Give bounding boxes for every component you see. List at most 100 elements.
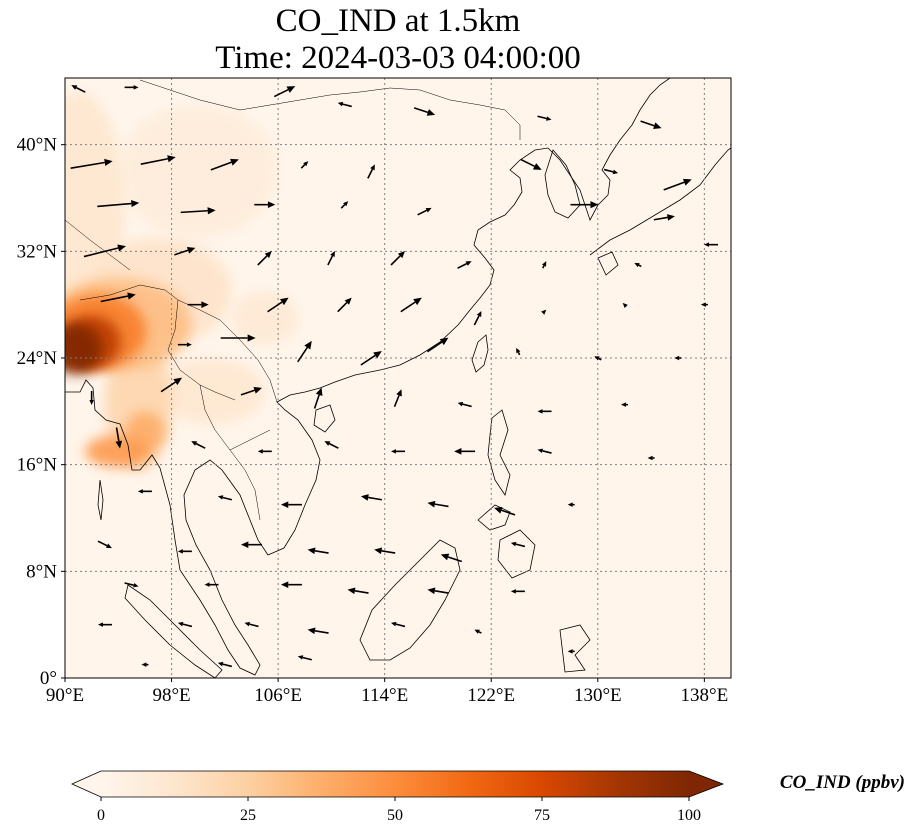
wind-arrow bbox=[327, 251, 335, 266]
wind-arrow bbox=[140, 155, 176, 165]
x-tick-label: 90°E bbox=[46, 685, 84, 706]
colorbar-tick-label: 100 bbox=[677, 807, 701, 824]
wind-arrow bbox=[89, 391, 94, 405]
wind-arrow bbox=[400, 297, 422, 313]
wind-arrow bbox=[427, 587, 449, 595]
wind-arrow bbox=[457, 401, 472, 408]
korea-coastline bbox=[544, 149, 581, 219]
wind-arrow bbox=[700, 302, 708, 307]
wind-arrow bbox=[313, 387, 323, 409]
wind-arrow bbox=[457, 261, 472, 269]
wind-arrow bbox=[337, 297, 352, 313]
wind-arrow bbox=[217, 495, 233, 501]
concentration-blob bbox=[84, 435, 152, 468]
wind-arrow bbox=[474, 629, 482, 634]
wind-arrow bbox=[454, 448, 476, 455]
wind-arrow bbox=[603, 168, 619, 175]
border-lines bbox=[65, 79, 521, 521]
wind-arrow bbox=[83, 244, 126, 258]
wind-arrow bbox=[244, 621, 259, 628]
x-tick-label: 122°E bbox=[467, 685, 515, 706]
wind-arrow bbox=[567, 649, 575, 654]
colorbar-tick-label: 75 bbox=[534, 807, 550, 824]
wind-arrow bbox=[542, 261, 547, 269]
hainan-coastline bbox=[313, 404, 336, 433]
kyushu-coastline bbox=[597, 251, 619, 276]
wind-arrow bbox=[390, 251, 405, 266]
wind-arrow bbox=[622, 302, 628, 309]
x-tick-label: 98°E bbox=[152, 685, 190, 706]
gridlines bbox=[65, 78, 731, 678]
wind-arrow bbox=[374, 547, 396, 555]
wind-arrow bbox=[254, 201, 276, 208]
wind-arrow bbox=[141, 662, 149, 667]
x-tick-label: 114°E bbox=[361, 685, 408, 706]
concentration-blob bbox=[118, 104, 279, 239]
luzon-coastline bbox=[487, 409, 511, 496]
wind-arrow bbox=[220, 334, 256, 342]
wind-arrow bbox=[391, 449, 405, 454]
wind-arrow bbox=[240, 386, 262, 396]
wind-arrow bbox=[124, 582, 139, 588]
wind-arrow bbox=[280, 501, 302, 508]
colorbar-tick-label: 50 bbox=[387, 807, 403, 824]
wind-arrow bbox=[620, 402, 628, 407]
wind-arrow bbox=[280, 581, 302, 588]
title-line-2: Time: 2024-03-03 04:00:00 bbox=[215, 40, 581, 76]
wind-arrow bbox=[71, 85, 86, 93]
wind-arrow bbox=[257, 251, 272, 266]
y-tick-label: 32°N bbox=[17, 241, 58, 262]
wind-arrow bbox=[300, 161, 309, 169]
wind-arrow bbox=[217, 661, 233, 668]
wind-arrow bbox=[97, 622, 112, 627]
wind-arrow bbox=[393, 389, 402, 408]
wind-arrow bbox=[337, 101, 352, 108]
colorbar-body bbox=[71, 770, 725, 798]
mainland-coastline bbox=[65, 78, 671, 676]
title-line-1: CO_IND at 1.5km bbox=[275, 3, 521, 39]
wind-arrow bbox=[413, 107, 436, 116]
wind-arrow bbox=[647, 455, 655, 461]
map-panel[interactable] bbox=[32, 77, 732, 679]
wind-arrow bbox=[297, 340, 312, 363]
wind-arrow bbox=[307, 627, 329, 635]
wind-arrow bbox=[100, 292, 136, 303]
wind-arrow bbox=[360, 351, 382, 366]
concentration-field bbox=[65, 91, 299, 472]
wind-arrow bbox=[347, 587, 369, 595]
wind-arrow bbox=[297, 655, 312, 661]
concentration-blob bbox=[158, 358, 265, 425]
wind-arrow bbox=[391, 621, 406, 628]
wind-vectors bbox=[70, 85, 719, 668]
wind-arrow bbox=[70, 158, 113, 169]
x-tick-label: 106°E bbox=[254, 685, 302, 706]
x-axis: 90°E 98°E 106°E 114°E 122°E 130°E 138°E bbox=[46, 678, 728, 706]
y-tick-label: 8°N bbox=[26, 561, 57, 582]
wind-arrow bbox=[180, 207, 216, 215]
colorbar: 0 25 50 75 100 CO_IND (ppbv) bbox=[71, 770, 905, 824]
wind-arrow bbox=[191, 441, 206, 449]
wind-arrow bbox=[177, 342, 192, 347]
wind-arrow bbox=[510, 541, 526, 548]
wind-arrow bbox=[160, 377, 183, 393]
wind-arrow bbox=[541, 309, 547, 315]
wind-arrow bbox=[520, 158, 542, 170]
sulawesi-coastline bbox=[559, 624, 591, 673]
wind-arrow bbox=[516, 347, 521, 356]
wind-arrow bbox=[174, 246, 196, 256]
wind-arrow bbox=[267, 297, 289, 313]
wind-arrow bbox=[653, 214, 675, 221]
x-tick-label: 138°E bbox=[681, 685, 729, 706]
wind-arrow bbox=[177, 621, 193, 628]
wind-arrow bbox=[137, 489, 152, 494]
wind-arrow bbox=[494, 506, 516, 516]
wind-arrow bbox=[537, 409, 552, 414]
wind-arrow bbox=[273, 86, 296, 98]
wind-arrow bbox=[367, 164, 375, 179]
wind-arrow bbox=[567, 502, 575, 507]
concentration-blob bbox=[231, 291, 299, 345]
wind-arrow bbox=[97, 540, 112, 549]
wind-arrow bbox=[510, 589, 525, 594]
coastlines bbox=[65, 78, 731, 678]
